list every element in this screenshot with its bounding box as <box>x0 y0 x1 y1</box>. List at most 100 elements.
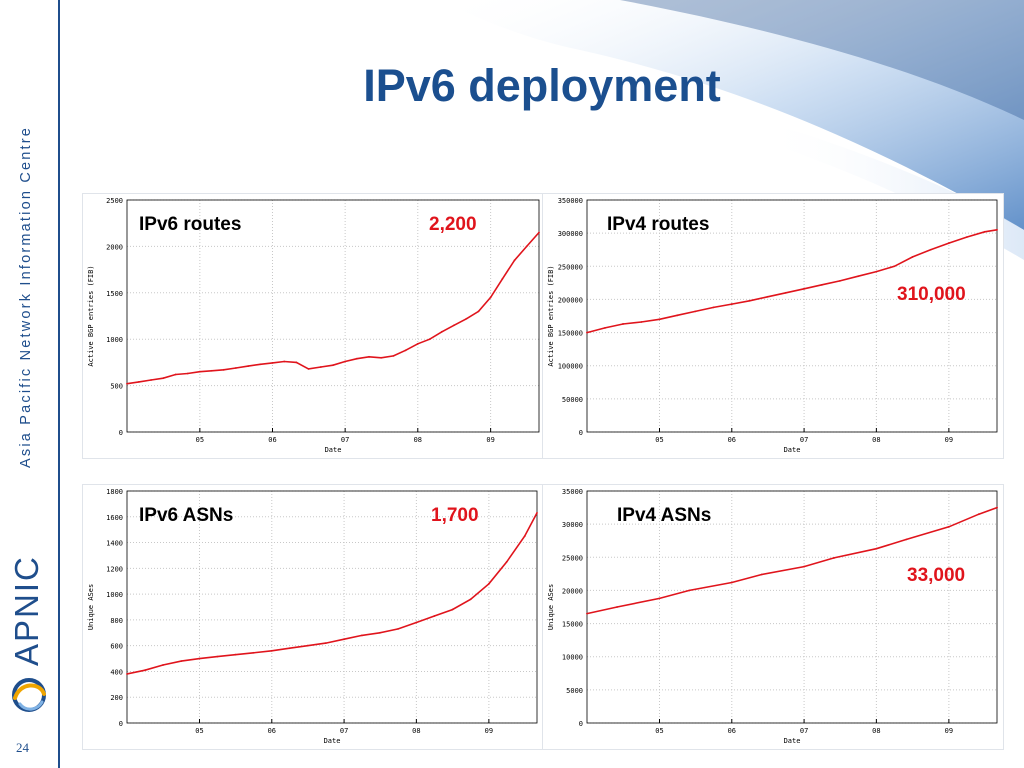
data-point <box>640 321 643 323</box>
data-point <box>306 644 309 647</box>
chart-callout: 2,200 <box>429 214 477 235</box>
page-number: 24 <box>16 740 29 755</box>
data-point <box>368 355 370 358</box>
data-point <box>676 314 679 317</box>
plot-frame <box>126 490 538 724</box>
x-tick-label: 07 <box>341 436 349 444</box>
data-point <box>295 361 298 364</box>
data-point <box>174 373 177 376</box>
data-point <box>198 370 201 373</box>
plot-frame <box>126 199 540 433</box>
data-point <box>332 364 334 367</box>
data-point <box>760 573 763 576</box>
data-point <box>803 287 805 290</box>
data-point <box>283 360 286 363</box>
data-point <box>586 612 588 615</box>
data-point <box>453 324 455 327</box>
data-point <box>392 355 395 357</box>
y-tick-label: 1000 <box>106 336 123 344</box>
y-axis-label: Active BGP entries (FIB) <box>547 265 555 366</box>
data-point <box>996 506 998 509</box>
y-tick-label: 150000 <box>558 330 583 338</box>
data-point <box>803 565 805 568</box>
data-point <box>658 318 661 321</box>
chart-title: IPv4 ASNs <box>617 505 712 526</box>
y-tick-label: 100000 <box>558 363 583 371</box>
data-point <box>270 649 273 652</box>
series-line <box>586 229 998 334</box>
x-tick-label: 06 <box>728 436 736 444</box>
data-point <box>247 365 250 368</box>
data-point <box>126 673 128 675</box>
data-point <box>259 363 262 366</box>
data-point <box>487 582 490 585</box>
data-point <box>947 242 950 244</box>
x-tick-label: 06 <box>268 436 276 444</box>
y-tick-label: 1800 <box>106 488 123 496</box>
data-point <box>911 256 914 258</box>
data-point <box>324 642 327 644</box>
chart-ipv4-routes: 0 50000 100000 150000 200000 250000 300000 3500… <box>542 193 1004 459</box>
sidebar: Asia Pacific Network Information Centre … <box>0 0 60 768</box>
data-point <box>857 275 860 278</box>
y-tick-label: 800 <box>110 617 123 625</box>
data-point <box>929 248 932 251</box>
series-line <box>126 512 538 675</box>
data-point <box>477 310 480 313</box>
x-tick-label: 07 <box>800 436 808 444</box>
logo-text: APNIC <box>8 555 45 666</box>
data-point <box>319 366 322 368</box>
x-axis-label: Date <box>325 446 342 454</box>
data-point <box>688 589 691 592</box>
x-tick-label: 08 <box>872 727 880 735</box>
chart-callout: 1,700 <box>431 505 479 526</box>
background-swoosh <box>440 0 1024 260</box>
data-point <box>505 560 508 563</box>
data-point <box>380 356 383 359</box>
chart-ipv4-asns-svg: 0 5000 10000 15000 20000 25000 30000 35000 05 06 0… <box>547 488 998 745</box>
data-point <box>833 557 835 559</box>
data-point <box>730 303 733 305</box>
data-point <box>288 647 291 650</box>
data-point <box>428 338 431 341</box>
x-axis-label: Date <box>324 737 341 745</box>
x-tick-label: 08 <box>412 727 420 735</box>
y-tick-label: 200000 <box>558 296 583 304</box>
data-point <box>307 367 310 370</box>
organization-name: Asia Pacific Network Information Centre <box>18 125 34 468</box>
data-point <box>162 664 164 666</box>
data-point <box>451 608 454 611</box>
y-tick-label: 35000 <box>562 488 583 496</box>
data-point <box>766 295 769 298</box>
data-point <box>469 598 472 601</box>
y-tick-label: 0 <box>119 429 123 437</box>
y-tick-label: 400 <box>110 668 123 676</box>
x-tick-label: 05 <box>195 727 203 735</box>
data-point <box>730 581 733 584</box>
data-point <box>784 291 787 294</box>
x-axis-label: Date <box>784 737 801 745</box>
data-point <box>712 306 715 309</box>
data-point <box>748 299 751 302</box>
chart-ipv6-routes: 0 500 1000 1500 2000 2500 05 06 07 08 09 Date Active… <box>82 193 546 459</box>
data-point <box>536 512 538 514</box>
y-tick-label: 0 <box>579 720 583 728</box>
y-tick-label: 300000 <box>558 230 583 238</box>
x-tick-label: 09 <box>945 436 953 444</box>
y-tick-label: 25000 <box>562 554 583 562</box>
chart-ipv6-routes-svg: 0 500 1000 1500 2000 2500 05 06 07 08 09 Date Active… <box>87 197 540 454</box>
y-tick-label: 600 <box>110 643 123 651</box>
data-point <box>658 597 661 600</box>
x-tick-label: 09 <box>486 436 494 444</box>
data-point <box>234 653 237 656</box>
data-point <box>415 621 418 624</box>
data-point <box>893 265 896 268</box>
data-point <box>416 342 419 345</box>
data-point <box>875 270 878 273</box>
data-point <box>361 634 363 637</box>
data-point <box>379 631 381 634</box>
series-line <box>126 231 540 385</box>
y-tick-label: 500 <box>110 383 123 391</box>
data-point <box>538 231 540 234</box>
data-point <box>604 327 606 329</box>
